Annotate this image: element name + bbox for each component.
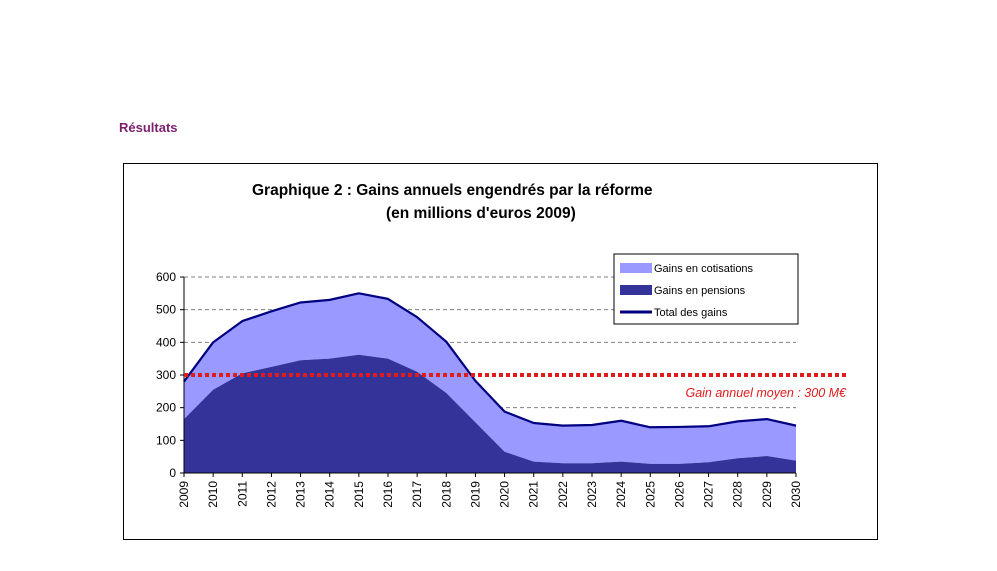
section-heading: Résultats xyxy=(119,120,178,135)
y-tick-label-600: 600 xyxy=(156,270,176,284)
x-tick-label-2028: 2028 xyxy=(731,481,745,508)
chart-title-line2: (en millions d'euros 2009) xyxy=(386,205,576,222)
line-total-des-gains xyxy=(183,292,797,429)
legend-swatch-gains-en-cotisations xyxy=(620,263,652,273)
x-tick-label-2029: 2029 xyxy=(760,481,774,508)
reference-layer: Gain annuel moyen : 300 M€ xyxy=(184,373,848,400)
reference-line-label: Gain annuel moyen : 300 M€ xyxy=(685,386,847,400)
x-tick-label-2014: 2014 xyxy=(323,481,337,508)
area-layer xyxy=(183,292,797,473)
y-tick-label-100: 100 xyxy=(156,433,176,447)
x-tick-label-2020: 2020 xyxy=(498,481,512,508)
x-tick-label-2023: 2023 xyxy=(585,481,599,508)
legend-label-gains-en-pensions: Gains en pensions xyxy=(654,285,746,297)
axis-layer: 0 100 200 300 400 500 600 2009 2010 2011 2012 2013 2… xyxy=(156,270,803,508)
y-tick-label-200: 200 xyxy=(156,401,176,415)
y-tick-label-300: 300 xyxy=(156,368,176,382)
x-tick-label-2025: 2025 xyxy=(643,481,657,508)
legend-swatch-gains-en-pensions xyxy=(620,285,652,295)
area-gains-en-pensions xyxy=(184,354,796,473)
x-tick-label-2026: 2026 xyxy=(672,481,686,508)
x-tick-label-2019: 2019 xyxy=(468,481,482,508)
x-tick-label-2017: 2017 xyxy=(410,481,424,508)
x-tick-label-2009: 2009 xyxy=(177,481,191,508)
legend: Gains en cotisations Gains en pensions Tot… xyxy=(613,253,799,325)
x-tick-label-2027: 2027 xyxy=(702,481,716,508)
area-gains-en-cotisations xyxy=(184,293,796,464)
x-tick-label-2018: 2018 xyxy=(439,481,453,508)
y-tick-label-400: 400 xyxy=(156,335,176,349)
x-tick-label-2030: 2030 xyxy=(789,481,803,508)
y-tick-label-500: 500 xyxy=(156,303,176,317)
x-tick-label-2024: 2024 xyxy=(614,481,628,508)
chart: Graphique 2 : Gains annuels engendrés pa… xyxy=(156,182,848,508)
legend-label-total-des-gains: Total des gains xyxy=(654,307,728,319)
x-tick-label-2022: 2022 xyxy=(556,481,570,508)
chart-frame: Graphique 2 : Gains annuels engendrés pa… xyxy=(123,163,878,540)
x-tick-label-2015: 2015 xyxy=(352,481,366,508)
x-tick-label-2013: 2013 xyxy=(294,481,308,508)
legend-label-gains-en-cotisations: Gains en cotisations xyxy=(654,263,754,275)
x-tick-label-2011: 2011 xyxy=(235,481,249,507)
x-tick-label-2016: 2016 xyxy=(381,481,395,508)
x-tick-label-2010: 2010 xyxy=(206,481,220,508)
y-tick-label-0: 0 xyxy=(169,466,176,480)
x-tick-label-2012: 2012 xyxy=(264,481,278,508)
chart-title-line1: Graphique 2 : Gains annuels engendrés pa… xyxy=(252,182,653,199)
x-tick-label-2021: 2021 xyxy=(527,481,541,508)
